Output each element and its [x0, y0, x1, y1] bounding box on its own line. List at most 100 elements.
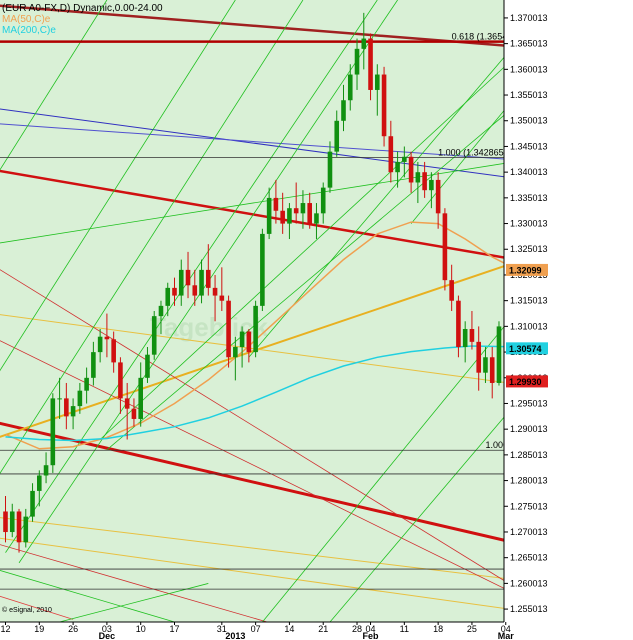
- y-tick-label-14: 1.325013: [510, 244, 548, 254]
- trendline-17: [99, 66, 504, 440]
- candle-body-15: [104, 336, 110, 340]
- fib-label-1: 1.000 (1.342865): [438, 147, 507, 157]
- candle-body-10: [70, 406, 76, 417]
- candle-body-71: [483, 357, 488, 373]
- candle-body-46: [314, 213, 319, 224]
- y-tick-label-0: 1.255013: [510, 604, 548, 614]
- x-period-label-1: 2013: [225, 631, 245, 640]
- trendline-8: [0, 123, 504, 160]
- trendline-15: [0, 0, 304, 474]
- candle-body-31: [212, 287, 218, 296]
- price-tag-bg-0: [506, 263, 548, 276]
- candle-body-27: [185, 269, 191, 286]
- candles: [3, 12, 504, 553]
- candle-body-32: [219, 295, 225, 301]
- y-tick-label-11: 1.310013: [510, 321, 548, 331]
- candle-body-19: [131, 408, 137, 419]
- candle-body-14: [97, 336, 103, 353]
- candle-body-5: [37, 475, 42, 491]
- legend-ma200: MA(200,C)e: [2, 25, 56, 36]
- y-tick-label-20: 1.355013: [510, 90, 548, 100]
- candle-body-43: [293, 208, 299, 214]
- trendline-4: [0, 314, 504, 383]
- y-tick-label-6: 1.285013: [510, 450, 548, 460]
- candle-body-45: [307, 203, 312, 224]
- instrument-label: (EUR A0-FX,D) Dynamic,0.00-24.00: [2, 3, 163, 14]
- candle-body-68: [462, 328, 468, 347]
- x-period-label-3: Mar: [498, 631, 515, 640]
- candle-body-39: [266, 197, 272, 234]
- trendline-7: [0, 108, 504, 178]
- candle-body-17: [118, 362, 123, 399]
- trendline-6: [0, 537, 504, 609]
- candle-body-7: [50, 398, 56, 466]
- fib-label-0: 0.618 (1.365409): [452, 32, 521, 42]
- trendline-24: [0, 569, 175, 622]
- x-tick-label-6: 31: [217, 624, 227, 634]
- x-period-label-2: Feb: [363, 631, 380, 640]
- candle-body-16: [111, 339, 116, 363]
- candle-body-18: [124, 398, 130, 409]
- candle-body-22: [151, 316, 157, 355]
- candle-body-54: [368, 38, 373, 90]
- candle-body-29: [199, 269, 204, 296]
- price-tag-0: 1.32099: [509, 265, 542, 275]
- trendline-11: [0, 544, 269, 622]
- x-tick-label-13: 18: [433, 624, 443, 634]
- candle-body-56: [381, 74, 387, 137]
- x-tick-label-3: 03: [102, 624, 112, 634]
- candle-body-50: [341, 100, 346, 121]
- ma-line-1: [5, 345, 504, 442]
- trendline-13: [5, 0, 378, 553]
- y-tick-label-12: 1.315013: [510, 296, 548, 306]
- trendline-18: [106, 114, 504, 451]
- candle-body-34: [233, 346, 238, 358]
- trendline-5: [0, 517, 504, 579]
- candle-body-42: [287, 208, 292, 224]
- credit: © eSignal, 2010: [2, 606, 52, 614]
- candle-body-70: [476, 341, 481, 373]
- y-tick-label-4: 1.275013: [510, 501, 548, 511]
- price-tag-2: 1.29930: [509, 377, 542, 387]
- y-tick-label-21: 1.360013: [510, 64, 548, 74]
- candle-body-9: [64, 398, 69, 417]
- candle-body-65: [442, 213, 448, 281]
- candle-body-64: [435, 179, 441, 214]
- trendline-16: [0, 0, 236, 372]
- x-tick-label-2: 26: [68, 624, 78, 634]
- trendline-23: [329, 416, 504, 622]
- candle-body-41: [280, 210, 285, 224]
- candle-body-40: [273, 197, 279, 211]
- fib-label-2: 1.000 (1.285915): [485, 440, 554, 450]
- candle-body-52: [354, 48, 360, 75]
- trendline-12: [0, 595, 74, 620]
- y-tick-label-3: 1.270013: [510, 527, 548, 537]
- trendline-9: [0, 269, 504, 581]
- x-tick-label-10: 28: [352, 624, 362, 634]
- x-tick-label-4: 10: [136, 624, 146, 634]
- x-tick-label-0: 12: [0, 624, 10, 634]
- y-tick-label-8: 1.295013: [510, 398, 548, 408]
- y-tick-label-17: 1.340013: [510, 167, 548, 177]
- candle-body-13: [91, 352, 96, 378]
- x-axis-band: [0, 622, 633, 640]
- candle-body-63: [429, 179, 434, 191]
- candle-body-12: [84, 377, 89, 391]
- candle-body-26: [178, 269, 184, 296]
- trendlines: [0, 0, 504, 622]
- y-tick-label-1: 1.260013: [510, 578, 548, 588]
- candle-body-28: [192, 285, 198, 296]
- candle-body-67: [456, 300, 461, 347]
- candle-body-73: [496, 326, 502, 383]
- y-tick-label-23: 1.370013: [510, 13, 548, 23]
- price-tags: 1.32099 1.30574 1.29930: [506, 263, 548, 388]
- candle-body-33: [226, 300, 231, 358]
- candle-body-25: [172, 287, 177, 296]
- candle-body-8: [57, 398, 62, 400]
- fib-levels: 0.618 (1.365409) 1.000 (1.342865) 1.000 (1…: [0, 32, 554, 590]
- x-period-label-0: Dec: [99, 631, 116, 640]
- x-tick-label-15: 04: [501, 624, 511, 634]
- y-tick-label-16: 1.335013: [510, 193, 548, 203]
- x-tick-label-12: 11: [400, 624, 409, 634]
